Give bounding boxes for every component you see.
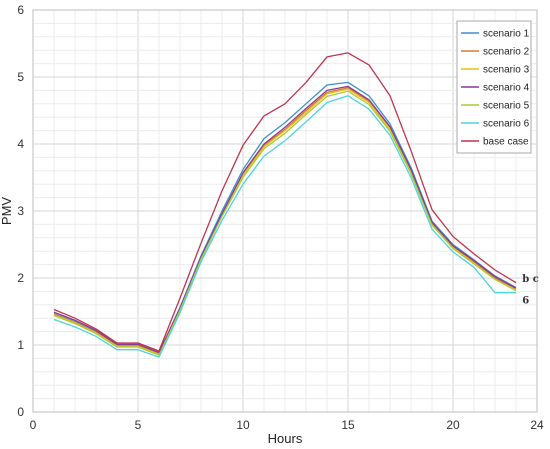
legend-label: scenario 6 bbox=[483, 119, 530, 130]
y-tick-label: 1 bbox=[17, 338, 24, 352]
y-tick-label: 3 bbox=[17, 204, 24, 218]
annotation-label: 6 bbox=[522, 295, 529, 306]
x-axis-label: Hours bbox=[268, 431, 303, 446]
y-tick-label: 6 bbox=[17, 3, 24, 17]
x-tick-label: 24 bbox=[530, 418, 544, 432]
legend-label: base case bbox=[483, 137, 529, 148]
annotations: b c 6 bbox=[522, 274, 539, 306]
y-tick-labels: 0 1 2 3 4 5 6 bbox=[17, 3, 24, 419]
series-line-scenario-5 bbox=[53, 90, 517, 356]
y-tick-label: 4 bbox=[17, 137, 24, 151]
x-tick-label: 15 bbox=[341, 418, 355, 432]
legend-label: scenario 3 bbox=[483, 65, 530, 76]
series-line-scenario-1 bbox=[53, 81, 517, 354]
x-tick-label: 0 bbox=[30, 418, 37, 432]
annotation-label: b c bbox=[522, 274, 539, 285]
y-tick-label: 0 bbox=[17, 405, 24, 419]
legend-label: scenario 2 bbox=[483, 47, 530, 58]
y-tick-label: 2 bbox=[17, 271, 24, 285]
series-lines bbox=[53, 52, 517, 358]
series-line-base-case bbox=[53, 52, 517, 352]
plot-frame bbox=[32, 9, 538, 413]
legend-label: scenario 1 bbox=[483, 29, 530, 40]
x-tick-label: 20 bbox=[446, 418, 460, 432]
x-tick-label: 5 bbox=[135, 418, 142, 432]
legend: scenario 1 scenario 2 scenario 3 scenario 4… bbox=[456, 20, 532, 154]
x-tick-labels: 0 5 10 15 20 24 bbox=[30, 418, 544, 432]
legend-label: scenario 4 bbox=[483, 83, 530, 94]
series-line-scenario-6 bbox=[53, 95, 516, 358]
y-axis-label: PMV bbox=[0, 197, 14, 226]
legend-label: scenario 5 bbox=[483, 101, 530, 112]
series-line-scenario-4 bbox=[53, 85, 517, 354]
x-tick-label: 10 bbox=[236, 418, 250, 432]
y-tick-label: 5 bbox=[17, 70, 24, 84]
